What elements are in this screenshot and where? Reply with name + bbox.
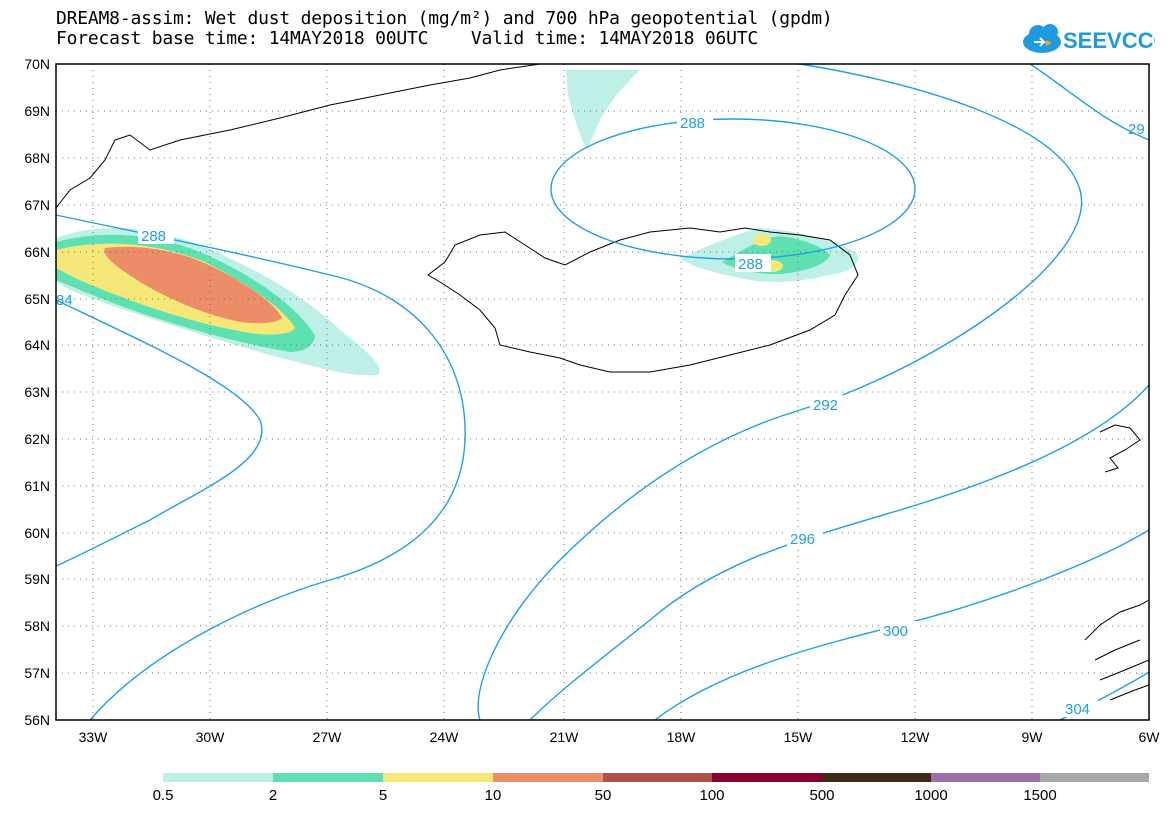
contour-label: 288 [141,228,166,245]
lon-label: 12W [901,729,931,745]
lon-label: 6W [1139,729,1161,745]
title-line-2: Forecast base time: 14MAY2018 00UTC Vali… [56,28,759,49]
colorbar-labels: 0.5 2 5 10 50 100 500 1000 1500 [153,787,1057,804]
seevccc-logo: SEEVCCC [1020,20,1169,56]
colorbar-segment [822,773,931,782]
colorbar [163,773,1149,782]
latitude-labels: 70N 69N 68N 67N 66N 65N 64N 63N 62N 61N … [24,56,50,728]
lat-label: 70N [24,56,50,72]
colorbar-segment [1040,773,1149,782]
lat-label: 58N [24,618,50,634]
lon-label: 18W [667,729,697,745]
gridlines [56,64,1149,720]
lat-label: 66N [24,244,50,260]
colorbar-label: 2 [269,787,277,804]
lat-label: 64N [24,337,50,353]
contour-label: 296 [790,531,815,548]
lon-label: 15W [784,729,814,745]
colorbar-label: 100 [699,787,724,804]
dust-deposition-shading [56,70,859,376]
contour-label: 84 [56,292,73,309]
colorbar-segment [163,773,273,782]
colorbar-label: 1000 [914,787,947,804]
lon-label: 33W [79,729,109,745]
lat-label: 69N [24,103,50,119]
contour-label: 304 [1065,701,1090,718]
coastlines [55,63,1150,701]
lat-label: 62N [24,431,50,447]
colorbar-label: 50 [595,787,612,804]
title-line-1: DREAM8-assim: Wet dust deposition (mg/m²… [56,8,833,29]
lon-label: 27W [313,729,343,745]
lat-label: 60N [24,525,50,541]
lat-label: 57N [24,665,50,681]
lon-label: 21W [550,729,580,745]
contour-label: 29 [1128,121,1145,138]
lat-label: 63N [24,384,50,400]
colorbar-segment [383,773,493,782]
lat-label: 59N [24,571,50,587]
cloud-icon [1023,24,1061,53]
colorbar-label: 500 [809,787,834,804]
colorbar-segment [712,773,822,782]
contour-label: 288 [680,115,705,132]
lon-label: 24W [430,729,460,745]
longitude-labels: 33W 30W 27W 24W 21W 18W 15W 12W 9W 6W [79,729,1161,745]
contour-label: 292 [813,397,838,414]
lat-label: 67N [24,197,50,213]
lon-label: 30W [196,729,226,745]
lat-label: 65N [24,291,50,307]
lon-label: 9W [1022,729,1044,745]
map-frame [55,63,1150,721]
colorbar-segment [493,773,603,782]
logo-text: SEEVCCC [1063,28,1155,53]
colorbar-label: 10 [485,787,502,804]
colorbar-label: 5 [379,787,387,804]
colorbar-label: 0.5 [153,787,174,804]
colorbar-segment [931,773,1040,782]
contour-label: 300 [883,623,908,640]
colorbar-segment [273,773,383,782]
lat-label: 56N [24,712,50,728]
lat-label: 68N [24,150,50,166]
contour-label: 288 [738,256,763,273]
colorbar-label: 1500 [1023,787,1056,804]
colorbar-segment [603,773,712,782]
contour-labels: 288 288 288 292 296 300 304 29 84 [56,113,1145,718]
lat-label: 61N [24,478,50,494]
